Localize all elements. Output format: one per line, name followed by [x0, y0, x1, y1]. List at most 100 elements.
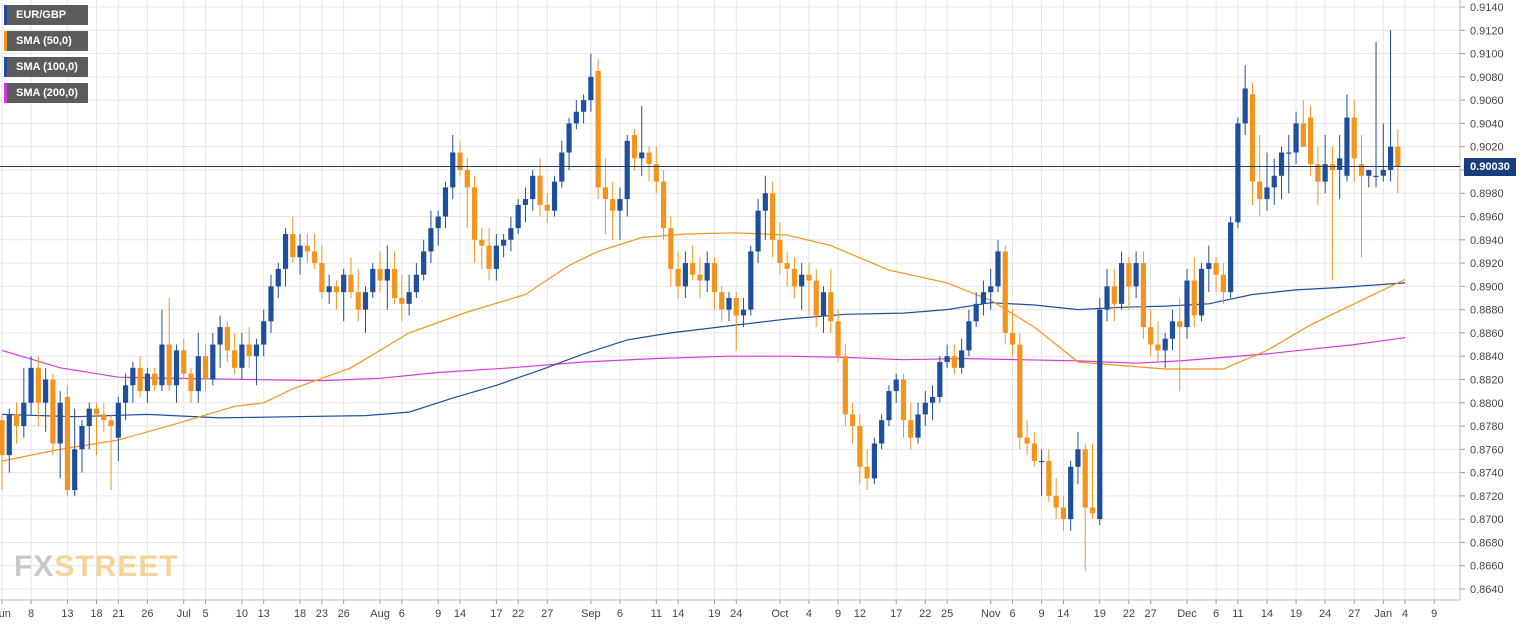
- legend-swatch: [4, 57, 7, 77]
- x-tick-label: 17: [890, 608, 902, 620]
- candle-body: [471, 187, 478, 240]
- candle-body: [966, 321, 972, 351]
- legend-item-sma50[interactable]: SMA (50,0): [4, 31, 88, 51]
- candle-body: [849, 414, 856, 427]
- candle-body: [951, 356, 957, 368]
- candle-body: [1278, 152, 1285, 176]
- candle-body: [1206, 263, 1212, 269]
- y-tick-label: 0.8780: [1470, 421, 1504, 433]
- candle-body: [421, 251, 427, 275]
- x-tick-label: 14: [1057, 608, 1069, 620]
- candle-body: [1060, 507, 1067, 520]
- candle-body: [442, 187, 449, 217]
- candle-body: [297, 245, 303, 258]
- candle-body: [341, 274, 347, 293]
- candle-body: [1162, 338, 1168, 351]
- x-tick-label: Jul: [177, 608, 191, 620]
- candle-body: [122, 385, 129, 403]
- y-tick-label: 0.8740: [1470, 468, 1504, 480]
- candle-body: [682, 263, 688, 287]
- x-tick-label: 6: [1009, 608, 1015, 620]
- candle-body: [784, 263, 790, 269]
- candle-body: [995, 251, 1001, 287]
- x-tick-label: Jan: [1374, 608, 1392, 620]
- y-tick-label: 0.8820: [1470, 374, 1504, 386]
- x-tick-label: 22: [1123, 608, 1135, 620]
- candle-body: [304, 245, 310, 252]
- x-tick-label: Aug: [370, 608, 390, 620]
- candle-body: [1111, 286, 1117, 304]
- candle-body: [1308, 117, 1314, 165]
- candle-body: [144, 373, 150, 392]
- x-tick-label: 13: [258, 608, 270, 620]
- x-tick-label: 11: [1232, 608, 1243, 620]
- legend-label: SMA (50,0): [16, 35, 72, 47]
- x-tick-label: 5: [202, 608, 208, 620]
- x-tick-label: 9: [435, 608, 441, 620]
- candle-body: [1264, 187, 1270, 200]
- candle-body: [21, 402, 27, 427]
- y-tick-label: 0.9100: [1470, 49, 1504, 61]
- candle-body: [1249, 94, 1256, 182]
- x-tick-label: 24: [1319, 608, 1331, 620]
- candle-body: [1387, 146, 1394, 170]
- candle-body: [660, 181, 667, 229]
- x-tick-label: 12: [854, 608, 866, 620]
- sma-200-line: [1, 337, 1406, 382]
- x-tick-label: Jun: [0, 608, 11, 620]
- x-tick-label: Oct: [771, 608, 788, 620]
- candle-body: [1046, 460, 1052, 496]
- candle-body: [595, 71, 601, 188]
- candle-body: [1344, 117, 1350, 176]
- candle-body: [115, 402, 121, 438]
- candle-body: [799, 274, 805, 287]
- candle-body: [1097, 309, 1103, 520]
- candle-body: [937, 362, 943, 397]
- candle-body: [348, 274, 354, 293]
- candle-body: [908, 420, 914, 438]
- candle-body: [1017, 344, 1023, 438]
- candle-body: [101, 414, 107, 421]
- x-tick-label: 21: [112, 608, 124, 620]
- candle-body: [253, 344, 260, 357]
- candle-body: [1293, 123, 1299, 153]
- y-tick-label: 0.8640: [1470, 584, 1504, 596]
- candle-body: [871, 443, 877, 479]
- candle-body: [79, 426, 85, 450]
- candle-body: [232, 350, 238, 368]
- candle-body: [624, 140, 630, 200]
- candle-body: [1075, 449, 1081, 467]
- legend-item-sma100[interactable]: SMA (100,0): [4, 57, 88, 77]
- x-tick-label: 6: [399, 608, 405, 620]
- candle-body: [173, 350, 180, 386]
- legend-item-eurgbp[interactable]: EUR/GBP: [4, 5, 88, 25]
- candle-body: [195, 356, 201, 392]
- candles: [0, 30, 1401, 572]
- x-tick-label: 25: [941, 608, 953, 620]
- candle-body: [35, 367, 41, 403]
- candle-body: [813, 280, 819, 316]
- x-tick-label: 27: [1348, 608, 1360, 620]
- candle-body: [1169, 321, 1176, 339]
- candle-body: [1002, 251, 1008, 333]
- candle-body: [1300, 123, 1306, 147]
- axes: 0.9140 0.9120 0.9100 0.9080 0.9060 0.9040 0.90…: [0, 0, 1504, 620]
- candle-body: [1191, 280, 1197, 316]
- x-tick-label: Nov: [981, 608, 1001, 620]
- candle-body: [857, 426, 863, 467]
- candle-body: [0, 420, 5, 456]
- x-tick-label: Dec: [1177, 608, 1197, 620]
- candle-body: [399, 298, 405, 304]
- candle-body: [697, 274, 703, 281]
- candle-body: [1257, 181, 1263, 200]
- candle-body: [864, 466, 870, 479]
- candle-body: [879, 420, 885, 444]
- candle-body: [1089, 507, 1096, 514]
- candle-body: [900, 379, 907, 421]
- candle-body: [1315, 164, 1321, 182]
- candle-body: [188, 373, 194, 392]
- candle-body: [1235, 123, 1241, 223]
- candle-body: [501, 239, 507, 246]
- legend-item-sma200[interactable]: SMA (200,0): [4, 83, 88, 103]
- candle-body: [704, 263, 710, 281]
